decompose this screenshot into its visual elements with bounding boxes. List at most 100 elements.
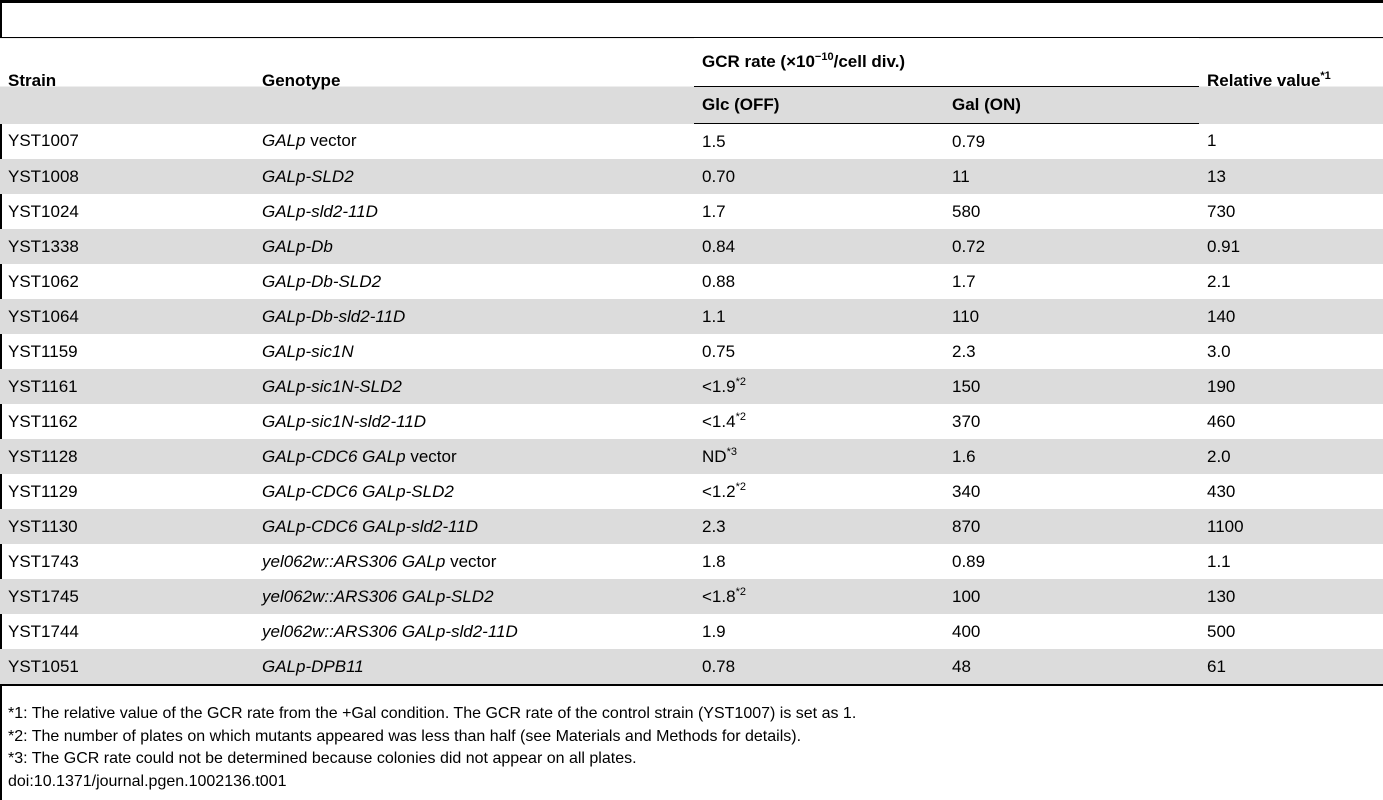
- cell-gal-on: 370: [952, 411, 981, 431]
- cell-genotype: GALp-Db: [254, 229, 694, 264]
- genotype-italic: GALp-Db: [262, 236, 333, 256]
- genotype-italic: GALp-CDC6 GALp: [262, 446, 406, 466]
- table-header: Strain Genotype GCR rate (×10−10/cell di…: [0, 37, 1383, 124]
- genotype-italic: GALp-Db-sld2-11D: [262, 306, 406, 326]
- table-row: YST1159 GALp-sic1N 0.75 2.3 3.0: [0, 334, 1383, 369]
- genotype-roman: vector: [305, 131, 357, 151]
- cell-gal-on: 110: [944, 299, 1199, 334]
- cell-gal-on: 150: [944, 369, 1199, 404]
- cell-relative-value: 3.0: [1207, 341, 1231, 361]
- cell-strain: YST1130: [0, 509, 254, 544]
- cell-strain: YST1338: [0, 229, 254, 264]
- table-row: YST1007 GALp vector 1.5 0.79 1: [0, 124, 1383, 160]
- glc-value: <1.9: [702, 376, 736, 396]
- gcr-rate-table: Strain Genotype GCR rate (×10−10/cell di…: [0, 37, 1383, 686]
- cell-genotype: GALp-SLD2: [254, 159, 694, 194]
- table-row: YST1051 GALp-DPB11 0.78 48 61: [0, 649, 1383, 686]
- cell-genotype: GALp-CDC6 GALp vector: [254, 439, 694, 474]
- cell-gal-on: 11: [944, 159, 1199, 194]
- genotype-italic: GALp: [262, 131, 306, 151]
- table-row: YST1338 GALp-Db 0.84 0.72 0.91: [0, 229, 1383, 264]
- cell-genotype: yel062w::ARS306 GALp-sld2-11D: [254, 614, 694, 649]
- cell-strain: YST1024: [8, 201, 79, 221]
- genotype-italic: GALp-CDC6 GALp-SLD2: [262, 481, 454, 501]
- table-row: YST1129 GALp-CDC6 GALp-SLD2 <1.2*2 340 430: [0, 474, 1383, 509]
- cell-relative-value: 500: [1207, 621, 1236, 641]
- cell-genotype: GALp vector: [254, 124, 694, 160]
- table-row: YST1024 GALp-sld2-11D 1.7 580 730: [0, 194, 1383, 229]
- genotype-italic: GALp-SLD2: [262, 166, 354, 186]
- cell-genotype: GALp-DPB11: [254, 649, 694, 686]
- glc-value: 1.7: [702, 201, 726, 221]
- glc-value: 0.70: [702, 166, 736, 186]
- glc-value: 0.84: [702, 236, 736, 256]
- cell-glc-off: <1.4*2: [694, 404, 944, 439]
- glc-value: 1.8: [702, 551, 726, 571]
- cell-glc-off: <1.2*2: [694, 474, 944, 509]
- cell-gal-on: 0.79: [952, 131, 986, 151]
- cell-genotype: GALp-sic1N-SLD2: [254, 369, 694, 404]
- footnote-3: *3: The GCR rate could not be determined…: [8, 750, 637, 767]
- header-glc-off: Glc (OFF): [694, 86, 944, 124]
- glc-value: 2.3: [702, 516, 726, 536]
- genotype-roman: vector: [405, 446, 457, 466]
- cell-strain: YST1051: [0, 649, 254, 686]
- table-row: YST1128 GALp-CDC6 GALp vector ND*3 1.6 2.0: [0, 439, 1383, 474]
- cell-gal-on: 0.72: [944, 229, 1199, 264]
- cell-genotype: yel062w::ARS306 GALp vector: [254, 544, 694, 579]
- cell-gal-on: 870: [944, 509, 1199, 544]
- cell-strain: YST1062: [8, 271, 79, 291]
- glc-value: <1.8: [702, 586, 736, 606]
- genotype-italic: yel062w::ARS306 GALp-sld2-11D: [262, 621, 518, 641]
- table-row: YST1008 GALp-SLD2 0.70 11 13: [0, 159, 1383, 194]
- cell-glc-off: 1.5: [694, 124, 944, 160]
- table-body: YST1007 GALp vector 1.5 0.79 1 YST1008 GALp-SL…: [0, 124, 1383, 686]
- table-row: YST1744 yel062w::ARS306 GALp-sld2-11D 1.9 4…: [0, 614, 1383, 649]
- cell-glc-off: 0.75: [694, 334, 944, 369]
- cell-genotype: GALp-Db-sld2-11D: [254, 299, 694, 334]
- cell-genotype: GALp-CDC6 GALp-SLD2: [254, 474, 694, 509]
- glc-value: ND: [702, 446, 727, 466]
- cell-glc-off: 1.1: [694, 299, 944, 334]
- genotype-italic: GALp-Db-SLD2: [262, 271, 382, 291]
- cell-relative-value: 2.0: [1199, 439, 1383, 474]
- glc-value: 1.9: [702, 621, 726, 641]
- genotype-italic: GALp-sic1N-sld2-11D: [262, 411, 427, 431]
- cell-glc-off: 0.88: [694, 264, 944, 299]
- cell-relative-value: 460: [1207, 411, 1236, 431]
- cell-relative-value: 1.1: [1207, 551, 1231, 571]
- cell-glc-off: ND*3: [694, 439, 944, 474]
- genotype-italic: GALp-sic1N: [262, 341, 354, 361]
- header-strain: Strain: [0, 37, 254, 124]
- glc-value: 0.78: [702, 656, 736, 676]
- cell-genotype: yel062w::ARS306 GALp-SLD2: [254, 579, 694, 614]
- cell-strain: YST1064: [0, 299, 254, 334]
- cell-strain: YST1743: [8, 551, 79, 571]
- genotype-roman: vector: [445, 551, 497, 571]
- cell-relative-value: 61: [1199, 649, 1383, 686]
- cell-strain: YST1007: [8, 131, 79, 151]
- genotype-italic: GALp-sld2-11D: [262, 201, 378, 221]
- cell-gal-on: 340: [952, 481, 981, 501]
- glc-footnote-mark: *2: [735, 410, 746, 423]
- genotype-italic: GALp-sic1N-SLD2: [262, 376, 402, 396]
- cell-strain: YST1128: [0, 439, 254, 474]
- cell-relative-value: 1: [1207, 131, 1217, 151]
- cell-relative-value: 140: [1199, 299, 1383, 334]
- genotype-italic: yel062w::ARS306 GALp: [262, 551, 446, 571]
- cell-strain: YST1162: [8, 411, 78, 431]
- glc-value: <1.4: [702, 411, 736, 431]
- glc-value: 1.5: [702, 131, 726, 151]
- cell-relative-value: 13: [1199, 159, 1383, 194]
- cell-gal-on: 48: [944, 649, 1199, 686]
- cell-glc-off: <1.8*2: [694, 579, 944, 614]
- cell-relative-value: 430: [1207, 481, 1236, 501]
- glc-value: 1.1: [702, 306, 726, 326]
- header-row-primary: Strain Genotype GCR rate (×10−10/cell di…: [0, 37, 1383, 124]
- cell-glc-off: 2.3: [694, 509, 944, 544]
- cell-relative-value: 2.1: [1207, 271, 1231, 291]
- table-row: YST1062 GALp-Db-SLD2 0.88 1.7 2.1: [0, 264, 1383, 299]
- genotype-italic: GALp-DPB11: [262, 656, 364, 676]
- cell-strain: YST1161: [0, 369, 254, 404]
- cell-gal-on: 2.3: [952, 341, 976, 361]
